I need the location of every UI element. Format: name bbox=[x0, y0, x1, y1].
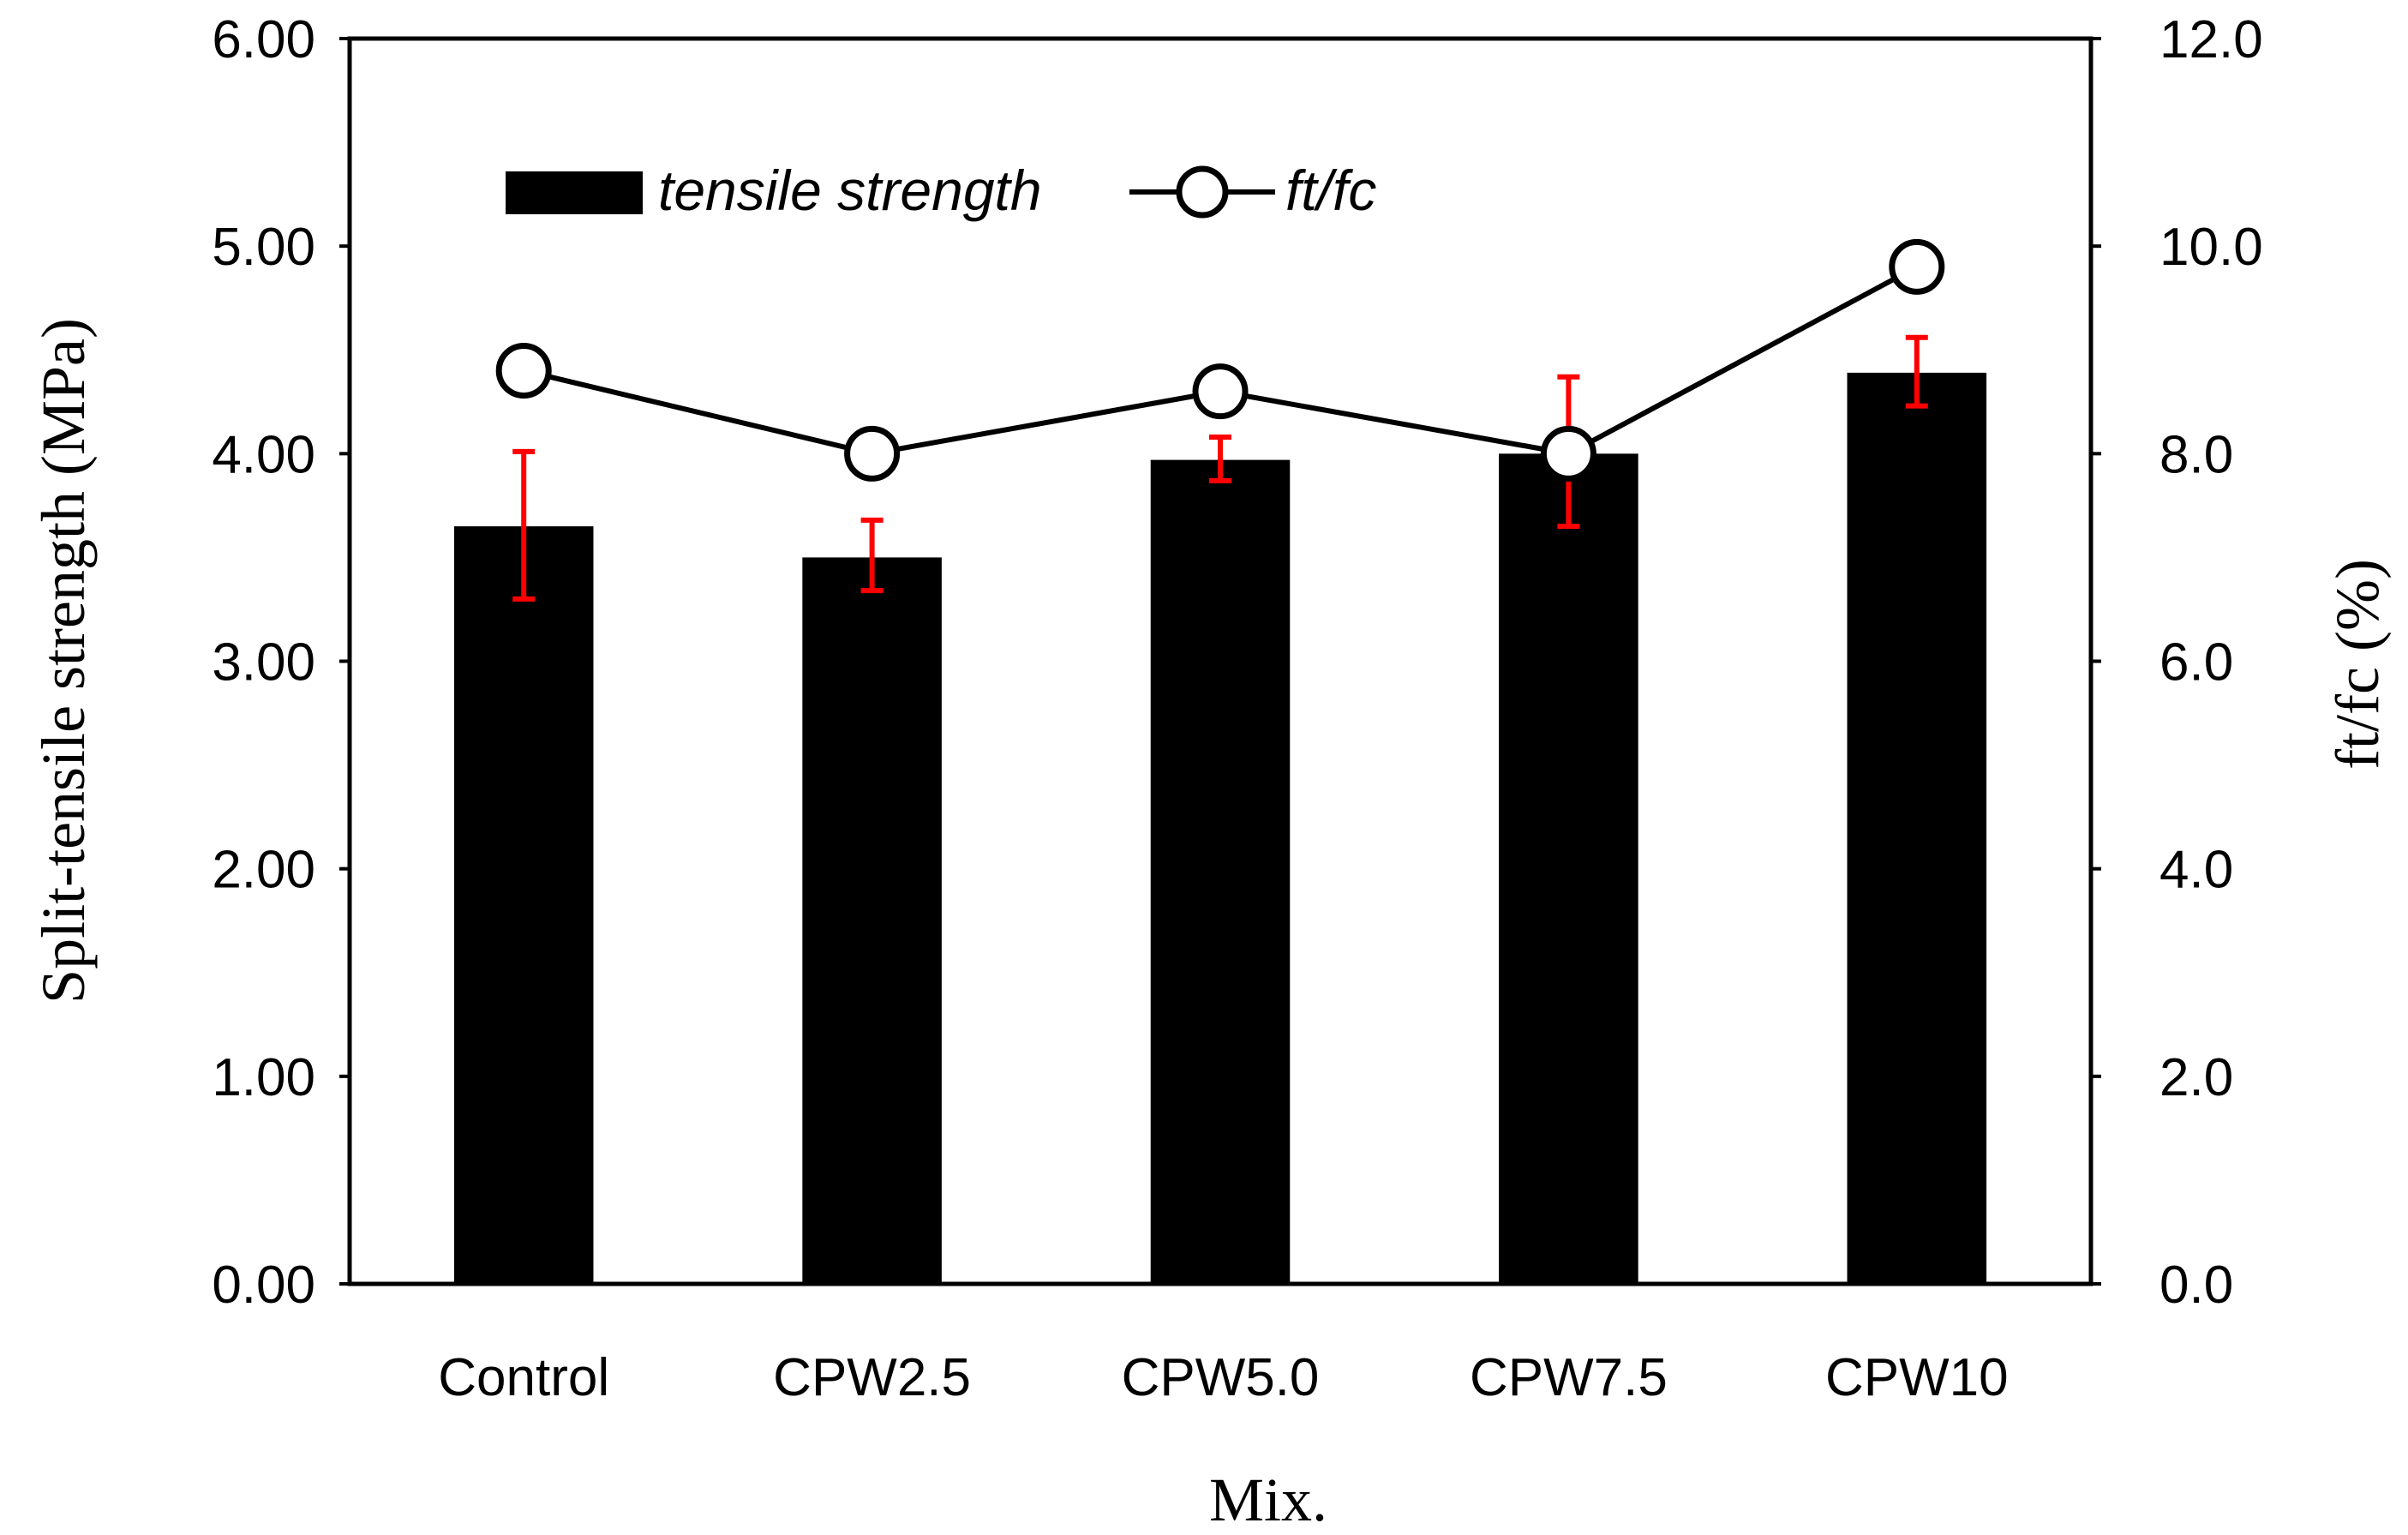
y-tick-label: 4.00 bbox=[212, 425, 315, 484]
legend-bar-label: tensile strength bbox=[658, 159, 1042, 222]
bar-CPW5.0 bbox=[1150, 459, 1291, 1284]
y-axis-title: Split-tensile strength (MPa) bbox=[29, 318, 98, 1004]
bars-layer bbox=[453, 372, 1987, 1285]
x-axis-ticks: Control CPW2.5 CPW5.0 CPW7.5 CPW10 bbox=[438, 1348, 2008, 1407]
bar-Control bbox=[453, 526, 594, 1284]
legend-line-marker bbox=[1176, 165, 1229, 219]
legend: tensile strength ft/fc bbox=[506, 159, 1376, 222]
error-bar-CPW10 bbox=[1905, 334, 1928, 409]
error-bar-CPW5.0 bbox=[1209, 434, 1231, 483]
y2-tick-label: 4.0 bbox=[2159, 841, 2233, 900]
ratio-point-Control bbox=[495, 342, 552, 399]
error-bar-CPW2.5 bbox=[860, 517, 884, 594]
y-tick-label: 1.00 bbox=[212, 1048, 315, 1107]
y-tick-label: 0.00 bbox=[212, 1256, 315, 1315]
y2-tick-label: 12.0 bbox=[2159, 10, 2263, 69]
error-bar-Control bbox=[512, 448, 536, 602]
bar-CPW10 bbox=[1847, 372, 1987, 1285]
ratio-point-CPW5.0 bbox=[1192, 363, 1249, 420]
y2-tick-label: 6.0 bbox=[2159, 633, 2233, 693]
y2-tick-label: 10.0 bbox=[2159, 218, 2263, 277]
y-tick-label: 5.00 bbox=[212, 218, 315, 277]
x-tick-label: CPW7.5 bbox=[1470, 1348, 1668, 1407]
x-tick-label: CPW5.0 bbox=[1122, 1348, 1320, 1407]
y2-axis-title: ft/fc (%) bbox=[2323, 559, 2392, 770]
right-axis-ticks: 0.0 2.0 4.0 6.0 8.0 10.0 12.0 bbox=[2091, 10, 2263, 1315]
bar-CPW7.5 bbox=[1499, 453, 1638, 1284]
y2-tick-label: 0.0 bbox=[2159, 1256, 2233, 1315]
y-tick-label: 2.00 bbox=[212, 841, 315, 900]
x-axis-title: Mix. bbox=[1209, 1466, 1327, 1534]
ratio-line-layer bbox=[495, 238, 1945, 482]
legend-line-label: ft/fc bbox=[1285, 159, 1376, 222]
ratio-point-CPW2.5 bbox=[844, 425, 901, 482]
y-tick-label: 6.00 bbox=[212, 10, 315, 69]
y-tick-label: 3.00 bbox=[212, 633, 315, 693]
ratio-point-CPW7.5 bbox=[1540, 425, 1596, 482]
x-tick-label: CPW2.5 bbox=[773, 1348, 971, 1407]
y2-tick-label: 2.0 bbox=[2159, 1048, 2233, 1107]
ratio-point-CPW10 bbox=[1889, 238, 1945, 295]
legend-bar-swatch bbox=[506, 171, 643, 214]
x-tick-label: CPW10 bbox=[1825, 1348, 2009, 1407]
x-tick-label: Control bbox=[438, 1348, 609, 1407]
bar-CPW2.5 bbox=[802, 557, 942, 1284]
left-axis-ticks: 0.00 1.00 2.00 3.00 4.00 5.00 6.00 bbox=[212, 10, 350, 1315]
y2-tick-label: 8.0 bbox=[2159, 425, 2233, 484]
